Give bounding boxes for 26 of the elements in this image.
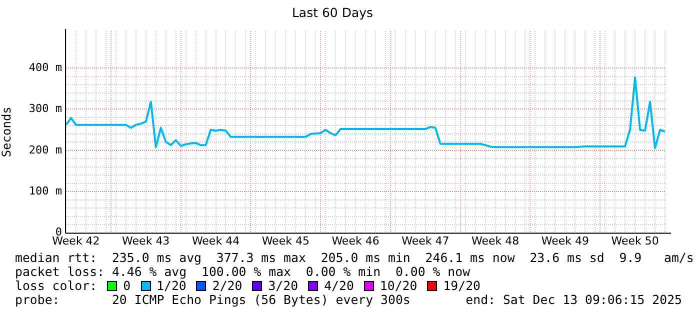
x-tick-label: Week 45: [262, 234, 310, 248]
x-tick-label: Week 44: [192, 234, 240, 248]
y-tick-label: 300 m: [28, 102, 62, 116]
chart-title: Last 60 Days: [292, 4, 374, 20]
text: probe: 20 ICMP Echo Pings (56 Bytes) every 300s: [15, 292, 410, 307]
x-tick-label: Week 43: [122, 234, 170, 248]
text: end: Sat Dec 13 09:06:15 2025: [466, 292, 682, 307]
y-axis-title: Seconds: [0, 106, 14, 158]
x-tick-label: Week 46: [332, 234, 380, 248]
x-tick-label: Week 48: [471, 234, 520, 248]
text: 1/20: [156, 278, 186, 293]
text: median rtt: 235.0 ms avg 377.3 ms max 205.0 ms min 246.1 ms now 23.6 ms sd 9.9 am/s: [15, 250, 694, 265]
text: packet loss: 4.46 % avg 100.00 % max 0.00 % min 0.00 % now: [15, 264, 470, 279]
y-tick-label: 100 m: [28, 184, 62, 198]
text: 4/20: [324, 278, 354, 293]
text: 19/20: [443, 278, 481, 293]
text: 0: [123, 278, 131, 293]
y-tick-label: 400 m: [28, 60, 62, 74]
x-tick-label: Week 49: [541, 234, 589, 248]
x-tick-label: Week 47: [402, 234, 450, 248]
y-tick-label: 200 m: [28, 143, 62, 156]
text: 10/20: [380, 278, 418, 293]
text: loss color:: [15, 278, 98, 293]
text: 3/20: [268, 278, 298, 293]
x-tick-label: Week 50: [611, 234, 659, 248]
text: 2/20: [212, 278, 242, 293]
